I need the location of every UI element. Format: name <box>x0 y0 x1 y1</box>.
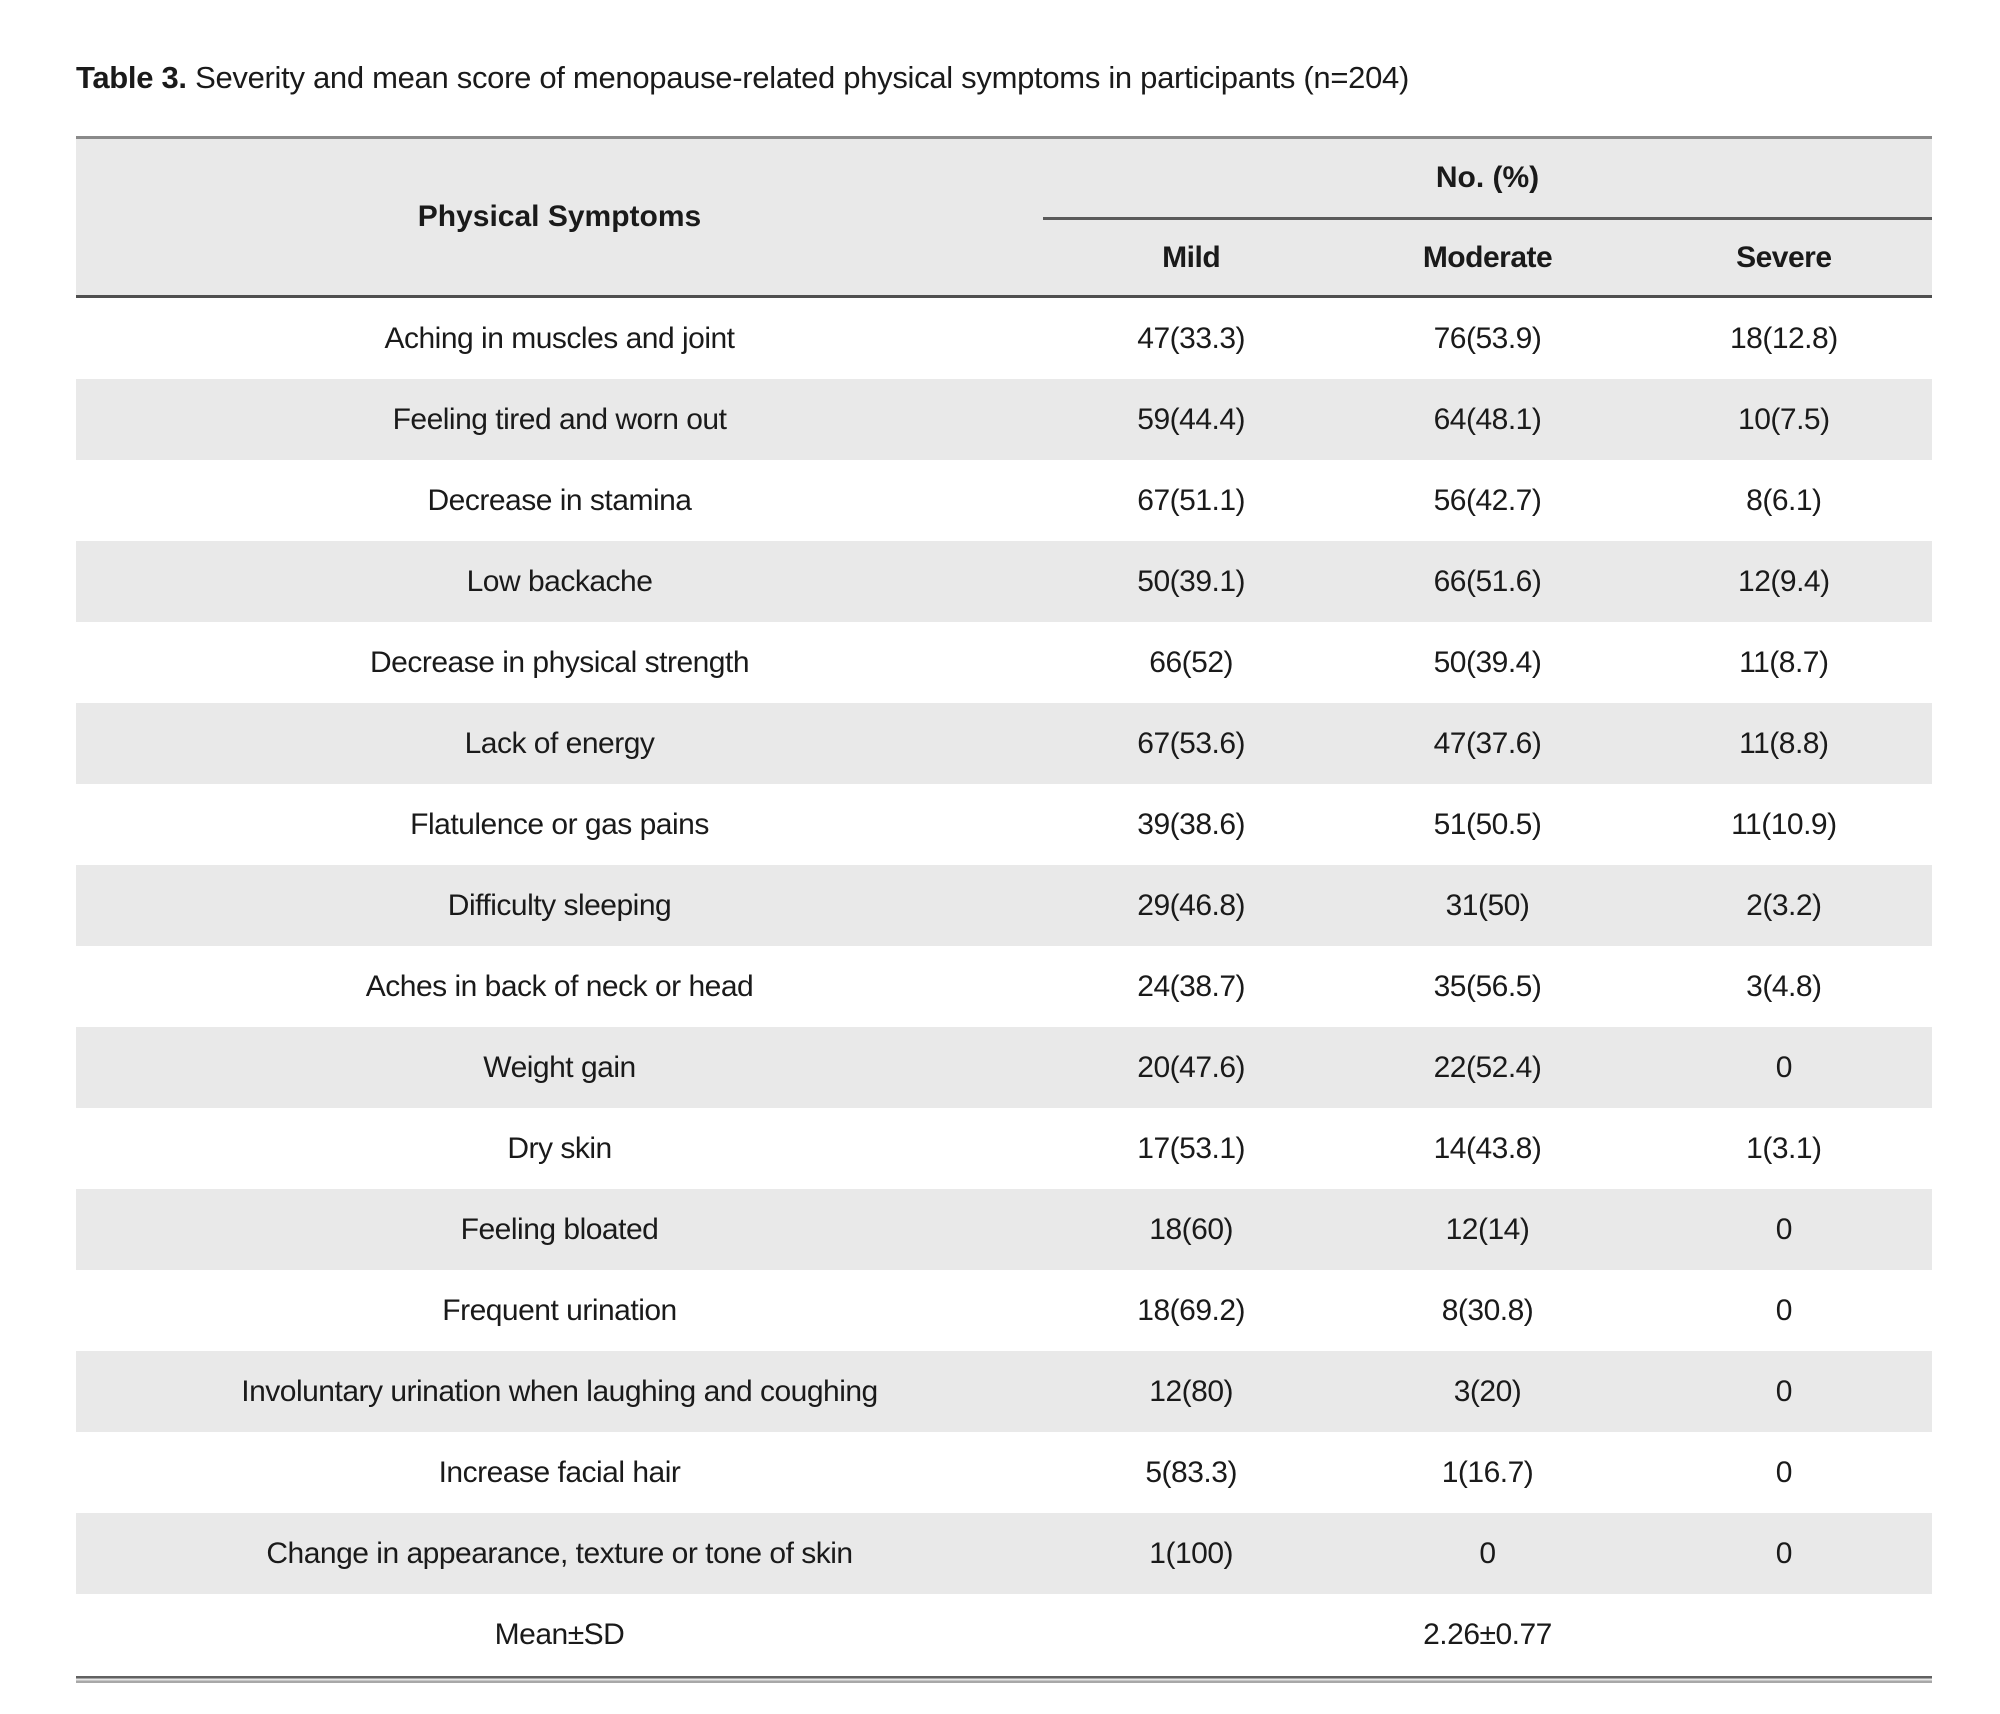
group-header-divider <box>1043 217 1932 220</box>
severe-cell: 0 <box>1775 1050 1793 1084</box>
mild-cell: 5(83.3) <box>1145 1455 1237 1489</box>
severity-subheaders: Mild Moderate Severe <box>1043 220 1932 295</box>
mild-cell: 17(53.1) <box>1137 1131 1246 1165</box>
moderate-cell: 1(16.7) <box>1441 1455 1534 1489</box>
table-row: Decrease in stamina 67(51.1) 56(42.7) 8(6.1… <box>76 460 1932 541</box>
symptom-cell: Aching in muscles and joint <box>384 321 735 355</box>
mild-cell: 18(60) <box>1149 1212 1234 1246</box>
mild-cell: 59(44.4) <box>1137 402 1246 436</box>
severe-cell: 0 <box>1775 1293 1793 1327</box>
table-row: Low backache 50(39.1) 66(51.6) 12(9.4) <box>76 541 1932 622</box>
no-percent-header: No. (%) <box>1435 161 1540 194</box>
symptom-cell: Feeling tired and worn out <box>392 402 727 436</box>
severe-header: Severe <box>1736 240 1832 274</box>
moderate-cell: 35(56.5) <box>1433 969 1542 1003</box>
table-row: Change in appearance, texture or tone of… <box>76 1513 1932 1594</box>
table-row: Feeling bloated 18(60) 12(14) 0 <box>76 1189 1932 1270</box>
symptom-cell: Decrease in physical strength <box>369 645 750 679</box>
table-row: Flatulence or gas pains 39(38.6) 51(50.5) 1… <box>76 784 1932 865</box>
mean-label: Mean±SD <box>494 1618 625 1651</box>
mild-cell: 67(53.6) <box>1137 726 1246 760</box>
severe-cell: 0 <box>1775 1374 1793 1408</box>
symptom-cell: Frequent urination <box>442 1293 677 1327</box>
mean-row: Mean±SD 2.26±0.77 <box>76 1594 1932 1676</box>
symptom-cell: Change in appearance, texture or tone of… <box>266 1536 853 1570</box>
symptom-cell: Weight gain <box>483 1050 636 1084</box>
table-row: Dry skin 17(53.1) 14(43.8) 1(3.1) <box>76 1108 1932 1189</box>
severe-cell: 18(12.8) <box>1729 321 1838 355</box>
moderate-cell: 47(37.6) <box>1433 726 1542 760</box>
table-row: Frequent urination 18(69.2) 8(30.8) 0 <box>76 1270 1932 1351</box>
table-bottom-border <box>76 1676 1932 1683</box>
moderate-cell: 51(50.5) <box>1433 807 1542 841</box>
mild-cell: 67(51.1) <box>1137 483 1246 517</box>
severe-cell: 12(9.4) <box>1738 564 1830 598</box>
moderate-cell: 12(14) <box>1445 1212 1530 1246</box>
symptom-cell: Increase facial hair <box>438 1455 681 1489</box>
symptoms-table: Physical Symptoms No. (%) Mild Moderate … <box>76 136 1932 1683</box>
mild-cell: 20(47.6) <box>1137 1050 1246 1084</box>
mild-cell: 18(69.2) <box>1137 1293 1246 1327</box>
mean-value: 2.26±0.77 <box>1423 1618 1552 1651</box>
moderate-cell: 66(51.6) <box>1433 564 1542 598</box>
moderate-cell: 3(20) <box>1453 1374 1522 1408</box>
table-caption-number: Table 3. <box>76 60 187 95</box>
no-percent-group: No. (%) Mild Moderate Severe <box>1043 139 1932 295</box>
mild-cell: 47(33.3) <box>1137 321 1246 355</box>
mild-cell: 50(39.1) <box>1137 564 1246 598</box>
severe-cell: 0 <box>1775 1212 1793 1246</box>
symptom-cell: Aches in back of neck or head <box>365 969 754 1003</box>
severe-cell: 1(3.1) <box>1746 1131 1822 1165</box>
mild-header: Mild <box>1162 240 1221 274</box>
table-header: Physical Symptoms No. (%) Mild Moderate … <box>76 136 1932 298</box>
symptom-cell: Feeling bloated <box>460 1212 659 1246</box>
mild-cell: 29(46.8) <box>1137 888 1246 922</box>
severe-cell: 8(6.1) <box>1746 483 1822 517</box>
severe-cell: 11(8.8) <box>1739 726 1829 760</box>
symptom-cell: Difficulty sleeping <box>447 888 672 922</box>
moderate-cell: 64(48.1) <box>1433 402 1542 436</box>
table-row: Aching in muscles and joint 47(33.3) 76(53… <box>76 298 1932 379</box>
symptom-cell: Lack of energy <box>464 726 655 760</box>
table-row: Decrease in physical strength 66(52) 50(39… <box>76 622 1932 703</box>
severe-cell: 3(4.8) <box>1746 969 1822 1003</box>
moderate-cell: 14(43.8) <box>1433 1131 1542 1165</box>
physical-symptoms-header: Physical Symptoms <box>417 200 702 233</box>
symptom-cell: Dry skin <box>507 1131 612 1165</box>
moderate-cell: 56(42.7) <box>1433 483 1542 517</box>
moderate-cell: 31(50) <box>1445 888 1530 922</box>
severe-cell: 11(10.9) <box>1731 807 1837 841</box>
moderate-cell: 50(39.4) <box>1433 645 1542 679</box>
table-caption: Table 3. Severity and mean score of meno… <box>76 60 1409 96</box>
moderate-cell: 0 <box>1479 1536 1496 1570</box>
mild-cell: 24(38.7) <box>1137 969 1246 1003</box>
severe-cell: 2(3.2) <box>1746 888 1822 922</box>
severe-cell: 0 <box>1775 1536 1793 1570</box>
table-body: Aching in muscles and joint 47(33.3) 76(53… <box>76 298 1932 1594</box>
severe-cell: 0 <box>1775 1455 1793 1489</box>
table-row: Involuntary urination when laughing and … <box>76 1351 1932 1432</box>
moderate-cell: 22(52.4) <box>1433 1050 1542 1084</box>
severe-cell: 10(7.5) <box>1738 402 1830 436</box>
severe-cell: 11(8.7) <box>1739 645 1829 679</box>
table-row: Difficulty sleeping 29(46.8) 31(50) 2(3.2) <box>76 865 1932 946</box>
symptom-cell: Decrease in stamina <box>427 483 692 517</box>
symptom-cell: Flatulence or gas pains <box>410 807 709 841</box>
symptom-cell: Involuntary urination when laughing and … <box>241 1374 878 1408</box>
mild-cell: 1(100) <box>1149 1536 1234 1570</box>
moderate-cell: 8(30.8) <box>1441 1293 1534 1327</box>
moderate-cell: 76(53.9) <box>1433 321 1542 355</box>
table-row: Aches in back of neck or head 24(38.7) 35(… <box>76 946 1932 1027</box>
table-caption-text: Severity and mean score of menopause-rel… <box>195 60 1410 95</box>
table-row: Lack of energy 67(53.6) 47(37.6) 11(8.8) <box>76 703 1932 784</box>
table-row: Feeling tired and worn out 59(44.4) 64(48.… <box>76 379 1932 460</box>
moderate-header: Moderate <box>1422 240 1553 274</box>
mild-cell: 12(80) <box>1149 1374 1234 1408</box>
symptom-cell: Low backache <box>466 564 653 598</box>
table-row: Increase facial hair 5(83.3) 1(16.7) 0 <box>76 1432 1932 1513</box>
table-row: Weight gain 20(47.6) 22(52.4) 0 <box>76 1027 1932 1108</box>
mild-cell: 66(52) <box>1149 645 1234 679</box>
mild-cell: 39(38.6) <box>1137 807 1246 841</box>
